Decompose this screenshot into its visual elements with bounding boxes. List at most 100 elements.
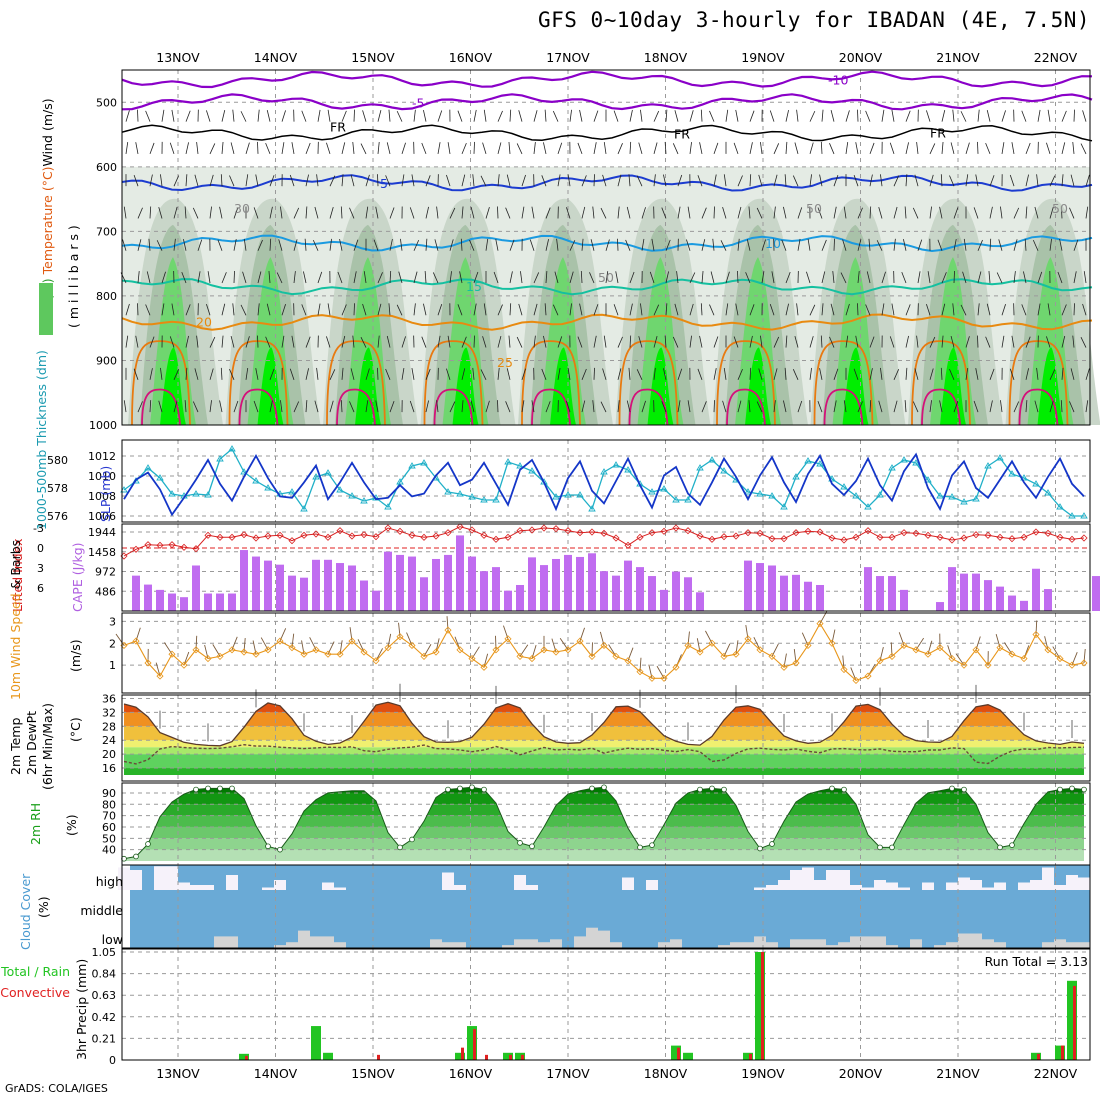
wind-barb xyxy=(293,239,298,251)
wind-barb xyxy=(701,401,707,413)
wind-barb xyxy=(424,271,427,284)
rh-tick-label: 50 xyxy=(102,832,116,845)
wind-barb xyxy=(1083,271,1087,284)
date-label-top: 14NOV xyxy=(254,50,298,65)
wind-barb xyxy=(280,400,283,413)
slp-tick-label: 1008 xyxy=(88,490,116,503)
cloud-bar-low xyxy=(1078,942,1090,948)
wind-barb xyxy=(341,142,346,155)
slp-point xyxy=(492,496,500,503)
slp-point xyxy=(984,462,992,469)
wind-barb xyxy=(760,142,763,154)
wind-barb xyxy=(265,142,271,155)
cape-bar xyxy=(900,589,908,611)
wind-speed-point xyxy=(396,633,404,641)
slp-point xyxy=(1044,489,1052,496)
li-point xyxy=(564,527,572,535)
wind-barb xyxy=(461,142,467,155)
wind-barb xyxy=(289,174,295,187)
wind-barb xyxy=(388,303,391,316)
wind-speed-point xyxy=(576,637,584,645)
wind-barb xyxy=(349,401,355,413)
date-label-bottom: 14NOV xyxy=(254,1066,298,1081)
cloud-plot: high middle low Cloud Cover (%) xyxy=(18,865,1090,950)
wind-speed-line xyxy=(123,622,1085,682)
wind-barb xyxy=(449,207,456,219)
wind-barb xyxy=(580,271,583,284)
wind-barb xyxy=(876,240,883,251)
wind-barb xyxy=(483,303,487,316)
grads-credit: GrADS: COLA/IGES xyxy=(5,1082,108,1095)
wind-barb xyxy=(317,271,323,284)
wind-barb xyxy=(480,175,487,187)
wind-barb xyxy=(832,271,835,284)
wind-barb xyxy=(485,238,489,251)
rh-tick-label: 80 xyxy=(102,798,116,811)
wind-barb xyxy=(314,400,319,413)
wind-barb xyxy=(869,336,875,348)
rh-point xyxy=(445,786,451,793)
wind-barb xyxy=(853,368,859,380)
wind-barb xyxy=(437,142,441,154)
cape-bar xyxy=(432,558,440,611)
wind-barb xyxy=(1046,336,1051,348)
wind-speed-point xyxy=(384,644,392,652)
cape-bar xyxy=(1044,589,1052,611)
wind-barb xyxy=(161,303,165,316)
wind-barb xyxy=(401,174,405,187)
cloud-bar-high xyxy=(202,885,214,890)
wind-barb xyxy=(636,175,643,187)
slp-point xyxy=(696,464,704,471)
precip-total-bar xyxy=(467,1026,477,1060)
wind-barb xyxy=(545,401,551,413)
li-tick-label: 3 xyxy=(37,562,44,575)
wind-barb xyxy=(1073,239,1079,251)
wind-barb xyxy=(533,141,536,154)
wind-barb xyxy=(401,336,406,348)
wind-barb xyxy=(605,239,610,251)
isotherm-30-line xyxy=(433,388,474,426)
wind-barb xyxy=(327,109,331,122)
cloud-bar-high xyxy=(790,870,802,890)
wind-barb xyxy=(184,206,187,219)
wind-barb xyxy=(665,109,668,122)
wind-barb xyxy=(1070,174,1075,187)
cloud-bar-low xyxy=(958,933,970,948)
wind-barb xyxy=(482,336,487,348)
cape-bar xyxy=(456,535,464,611)
wind-barb xyxy=(829,143,835,155)
cape-bar xyxy=(588,553,596,611)
wind-barb xyxy=(1061,174,1064,187)
cloud-bar-high xyxy=(454,885,466,890)
slp-point xyxy=(600,468,608,475)
wind-barb xyxy=(209,336,216,348)
wind-barb xyxy=(785,303,789,316)
wind-speed-point xyxy=(1020,654,1028,663)
wind-barb xyxy=(1069,207,1075,219)
wind-barb xyxy=(889,142,895,155)
wind-barb xyxy=(219,400,223,413)
wind-barb xyxy=(377,272,383,284)
cloud-bar-low xyxy=(538,942,550,948)
wind-barb xyxy=(305,142,311,155)
wind-barb xyxy=(353,303,355,316)
wind-barb xyxy=(544,303,547,316)
wind-barb xyxy=(303,271,307,284)
li-point xyxy=(504,533,512,541)
wind-barb xyxy=(337,271,343,284)
wind-barb xyxy=(377,141,380,154)
wind-barb xyxy=(593,304,599,316)
wind-barb xyxy=(209,368,214,380)
wind-barb xyxy=(713,400,715,413)
wind-barb xyxy=(857,207,863,219)
wind-speed-point xyxy=(948,654,956,663)
wind-barb xyxy=(425,368,431,380)
wind-barb xyxy=(425,400,429,413)
li-point xyxy=(1008,535,1016,543)
cloud-bar-high xyxy=(958,877,970,890)
wind-barb xyxy=(1013,239,1018,251)
precip-total-bar xyxy=(455,1052,465,1060)
wind-barb xyxy=(579,109,583,122)
li-point xyxy=(852,533,860,541)
wind-barb xyxy=(365,206,369,219)
